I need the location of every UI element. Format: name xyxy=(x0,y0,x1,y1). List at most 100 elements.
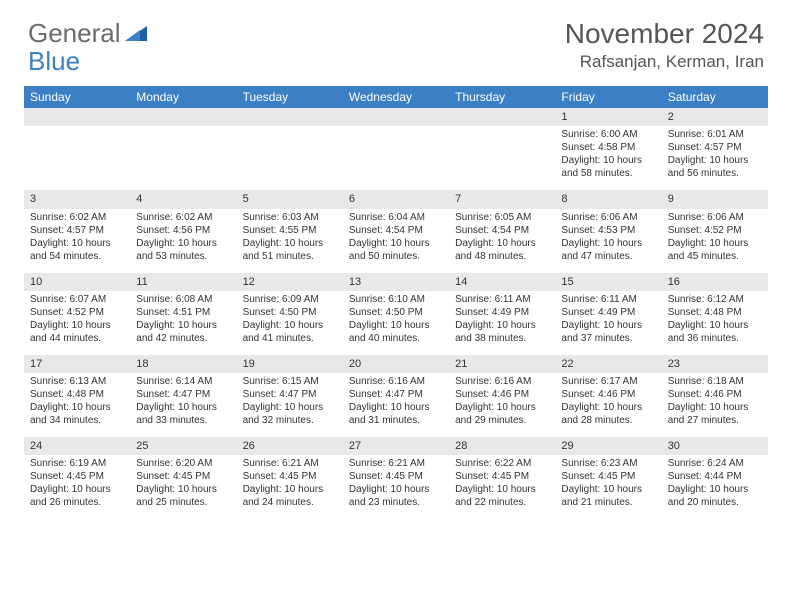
sunset-text: Sunset: 4:57 PM xyxy=(668,141,762,154)
brand-triangle-icon xyxy=(121,18,147,49)
day-number: 11 xyxy=(130,273,236,291)
daylight-text: Daylight: 10 hours and 42 minutes. xyxy=(136,319,230,345)
day-number: 19 xyxy=(237,355,343,373)
day-cell-empty xyxy=(343,126,449,190)
sunset-text: Sunset: 4:45 PM xyxy=(349,470,443,483)
sunset-text: Sunset: 4:52 PM xyxy=(30,306,124,319)
weekday-header: Saturday xyxy=(662,86,768,108)
day-number-empty xyxy=(449,108,555,126)
sunrise-text: Sunrise: 6:16 AM xyxy=(349,375,443,388)
day-cell: Sunrise: 6:06 AMSunset: 4:53 PMDaylight:… xyxy=(555,209,661,273)
weekday-header: Sunday xyxy=(24,86,130,108)
sunrise-text: Sunrise: 6:06 AM xyxy=(561,211,655,224)
day-cell: Sunrise: 6:00 AMSunset: 4:58 PMDaylight:… xyxy=(555,126,661,190)
daylight-text: Daylight: 10 hours and 25 minutes. xyxy=(136,483,230,509)
data-row: Sunrise: 6:13 AMSunset: 4:48 PMDaylight:… xyxy=(24,373,768,437)
data-row: Sunrise: 6:07 AMSunset: 4:52 PMDaylight:… xyxy=(24,291,768,355)
daylight-text: Daylight: 10 hours and 28 minutes. xyxy=(561,401,655,427)
sunrise-text: Sunrise: 6:23 AM xyxy=(561,457,655,470)
day-number: 12 xyxy=(237,273,343,291)
day-number: 29 xyxy=(555,437,661,455)
sunset-text: Sunset: 4:49 PM xyxy=(455,306,549,319)
daylight-text: Daylight: 10 hours and 26 minutes. xyxy=(30,483,124,509)
daylight-text: Daylight: 10 hours and 37 minutes. xyxy=(561,319,655,345)
sunrise-text: Sunrise: 6:11 AM xyxy=(561,293,655,306)
sunset-text: Sunset: 4:47 PM xyxy=(243,388,337,401)
sunset-text: Sunset: 4:46 PM xyxy=(455,388,549,401)
sunrise-text: Sunrise: 6:01 AM xyxy=(668,128,762,141)
daylight-text: Daylight: 10 hours and 24 minutes. xyxy=(243,483,337,509)
daylight-text: Daylight: 10 hours and 23 minutes. xyxy=(349,483,443,509)
sunrise-text: Sunrise: 6:12 AM xyxy=(668,293,762,306)
day-number: 20 xyxy=(343,355,449,373)
daylight-text: Daylight: 10 hours and 34 minutes. xyxy=(30,401,124,427)
day-cell: Sunrise: 6:11 AMSunset: 4:49 PMDaylight:… xyxy=(449,291,555,355)
sunset-text: Sunset: 4:54 PM xyxy=(455,224,549,237)
day-cell: Sunrise: 6:10 AMSunset: 4:50 PMDaylight:… xyxy=(343,291,449,355)
location-subtitle: Rafsanjan, Kerman, Iran xyxy=(565,52,764,72)
month-title: November 2024 xyxy=(565,18,764,50)
day-number: 28 xyxy=(449,437,555,455)
weekday-header: Wednesday xyxy=(343,86,449,108)
day-number: 10 xyxy=(24,273,130,291)
sunset-text: Sunset: 4:56 PM xyxy=(136,224,230,237)
daylight-text: Daylight: 10 hours and 29 minutes. xyxy=(455,401,549,427)
sunset-text: Sunset: 4:47 PM xyxy=(349,388,443,401)
day-number: 3 xyxy=(24,190,130,208)
data-row: Sunrise: 6:00 AMSunset: 4:58 PMDaylight:… xyxy=(24,126,768,190)
sunrise-text: Sunrise: 6:00 AM xyxy=(561,128,655,141)
sunrise-text: Sunrise: 6:05 AM xyxy=(455,211,549,224)
sunset-text: Sunset: 4:45 PM xyxy=(455,470,549,483)
sunrise-text: Sunrise: 6:24 AM xyxy=(668,457,762,470)
day-number: 16 xyxy=(662,273,768,291)
day-number: 2 xyxy=(662,108,768,126)
day-cell: Sunrise: 6:02 AMSunset: 4:56 PMDaylight:… xyxy=(130,209,236,273)
day-number: 13 xyxy=(343,273,449,291)
day-number: 1 xyxy=(555,108,661,126)
day-cell: Sunrise: 6:12 AMSunset: 4:48 PMDaylight:… xyxy=(662,291,768,355)
daynum-row: 24252627282930 xyxy=(24,437,768,455)
day-cell: Sunrise: 6:04 AMSunset: 4:54 PMDaylight:… xyxy=(343,209,449,273)
page-header: General November 2024 Rafsanjan, Kerman,… xyxy=(0,0,792,80)
day-number: 7 xyxy=(449,190,555,208)
brand-part2-wrap: Blue xyxy=(28,46,80,77)
weekday-header: Friday xyxy=(555,86,661,108)
brand-part2: Blue xyxy=(28,46,80,76)
day-cell-empty xyxy=(237,126,343,190)
sunset-text: Sunset: 4:55 PM xyxy=(243,224,337,237)
daylight-text: Daylight: 10 hours and 27 minutes. xyxy=(668,401,762,427)
day-cell: Sunrise: 6:20 AMSunset: 4:45 PMDaylight:… xyxy=(130,455,236,519)
daynum-row: 17181920212223 xyxy=(24,355,768,373)
sunset-text: Sunset: 4:47 PM xyxy=(136,388,230,401)
sunrise-text: Sunrise: 6:14 AM xyxy=(136,375,230,388)
daylight-text: Daylight: 10 hours and 32 minutes. xyxy=(243,401,337,427)
daylight-text: Daylight: 10 hours and 21 minutes. xyxy=(561,483,655,509)
sunset-text: Sunset: 4:45 PM xyxy=(561,470,655,483)
day-cell: Sunrise: 6:09 AMSunset: 4:50 PMDaylight:… xyxy=(237,291,343,355)
day-number: 15 xyxy=(555,273,661,291)
day-cell: Sunrise: 6:06 AMSunset: 4:52 PMDaylight:… xyxy=(662,209,768,273)
data-row: Sunrise: 6:19 AMSunset: 4:45 PMDaylight:… xyxy=(24,455,768,519)
day-cell: Sunrise: 6:14 AMSunset: 4:47 PMDaylight:… xyxy=(130,373,236,437)
day-cell: Sunrise: 6:08 AMSunset: 4:51 PMDaylight:… xyxy=(130,291,236,355)
daylight-text: Daylight: 10 hours and 48 minutes. xyxy=(455,237,549,263)
sunset-text: Sunset: 4:45 PM xyxy=(30,470,124,483)
day-number-empty xyxy=(237,108,343,126)
sunset-text: Sunset: 4:57 PM xyxy=(30,224,124,237)
sunrise-text: Sunrise: 6:19 AM xyxy=(30,457,124,470)
daylight-text: Daylight: 10 hours and 31 minutes. xyxy=(349,401,443,427)
sunrise-text: Sunrise: 6:15 AM xyxy=(243,375,337,388)
sunrise-text: Sunrise: 6:08 AM xyxy=(136,293,230,306)
day-number: 9 xyxy=(662,190,768,208)
sunrise-text: Sunrise: 6:17 AM xyxy=(561,375,655,388)
day-cell: Sunrise: 6:16 AMSunset: 4:47 PMDaylight:… xyxy=(343,373,449,437)
day-number: 27 xyxy=(343,437,449,455)
daylight-text: Daylight: 10 hours and 44 minutes. xyxy=(30,319,124,345)
sunrise-text: Sunrise: 6:22 AM xyxy=(455,457,549,470)
sunrise-text: Sunrise: 6:06 AM xyxy=(668,211,762,224)
sunrise-text: Sunrise: 6:18 AM xyxy=(668,375,762,388)
day-cell: Sunrise: 6:17 AMSunset: 4:46 PMDaylight:… xyxy=(555,373,661,437)
brand-part1: General xyxy=(28,18,121,49)
sunrise-text: Sunrise: 6:09 AM xyxy=(243,293,337,306)
daylight-text: Daylight: 10 hours and 58 minutes. xyxy=(561,154,655,180)
